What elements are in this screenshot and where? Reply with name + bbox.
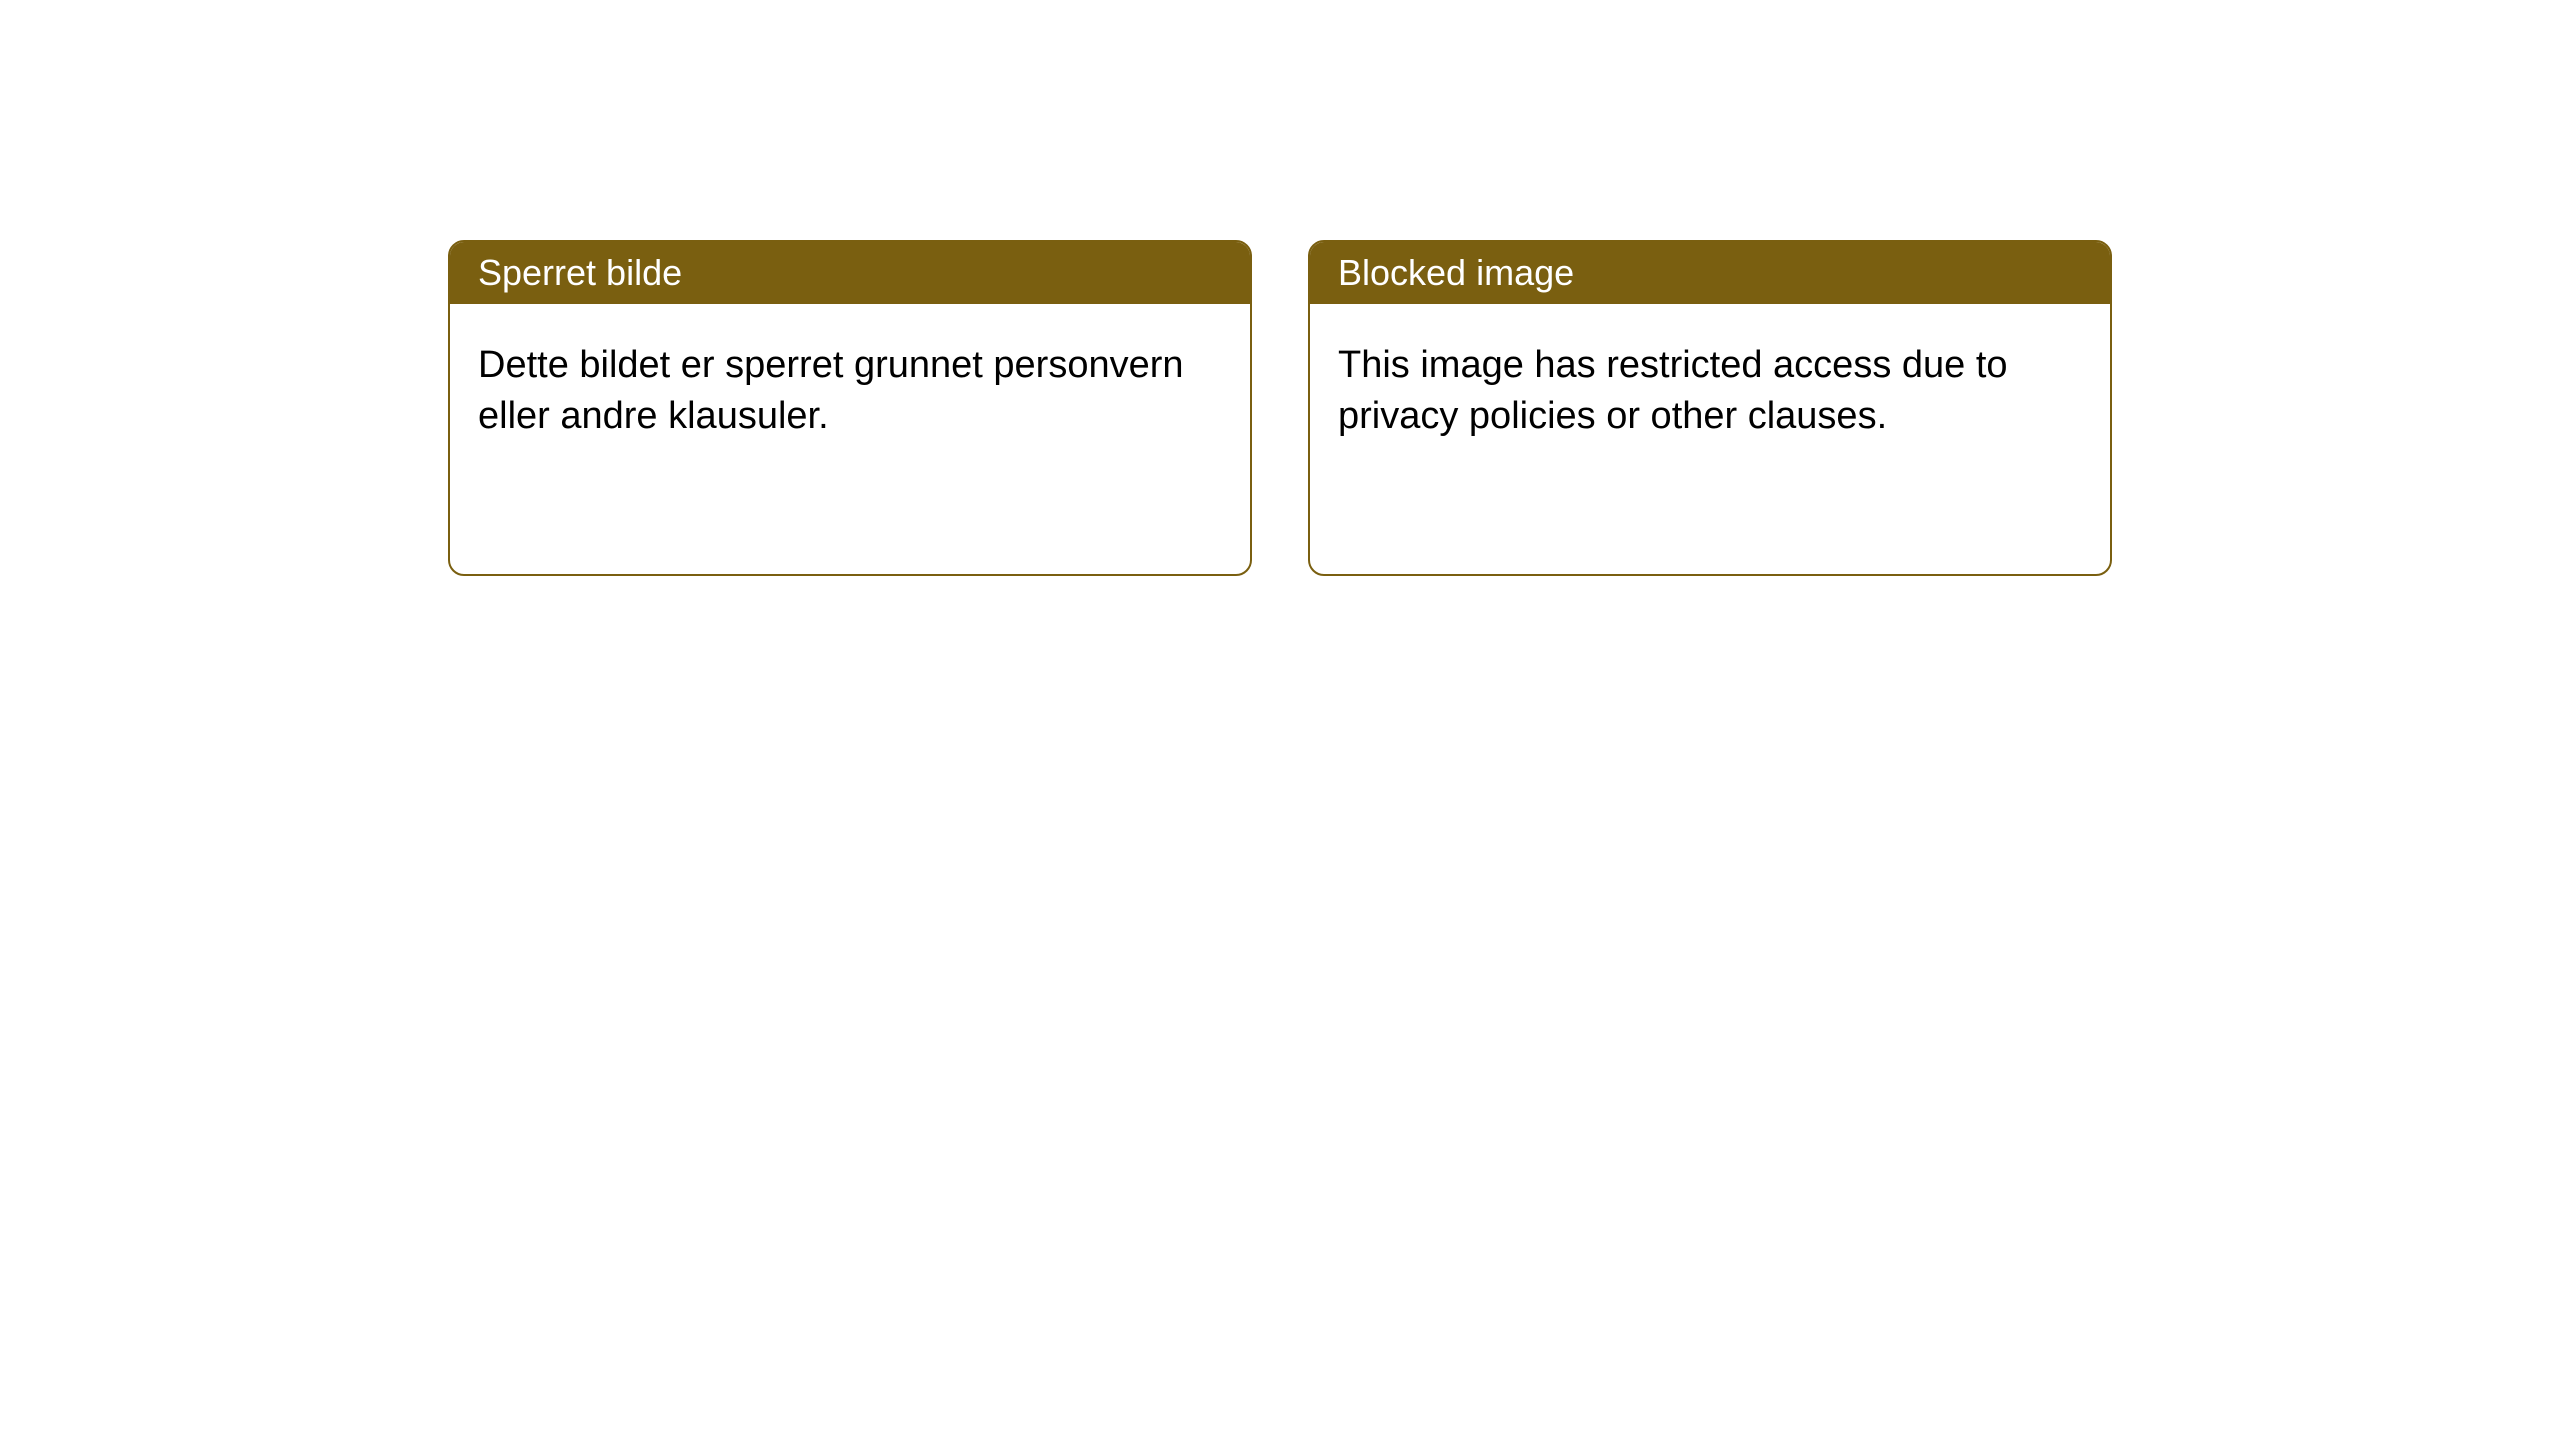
notice-title: Sperret bilde [478,252,682,293]
notice-body-english: This image has restricted access due to … [1310,304,2110,574]
notice-text: This image has restricted access due to … [1338,344,2008,437]
notice-card-norwegian: Sperret bilde Dette bildet er sperret gr… [448,240,1252,576]
notice-text: Dette bildet er sperret grunnet personve… [478,344,1184,437]
notice-header-english: Blocked image [1310,242,2110,304]
notice-container: Sperret bilde Dette bildet er sperret gr… [0,0,2560,576]
notice-body-norwegian: Dette bildet er sperret grunnet personve… [450,304,1250,574]
notice-header-norwegian: Sperret bilde [450,242,1250,304]
notice-title: Blocked image [1338,252,1574,293]
notice-card-english: Blocked image This image has restricted … [1308,240,2112,576]
